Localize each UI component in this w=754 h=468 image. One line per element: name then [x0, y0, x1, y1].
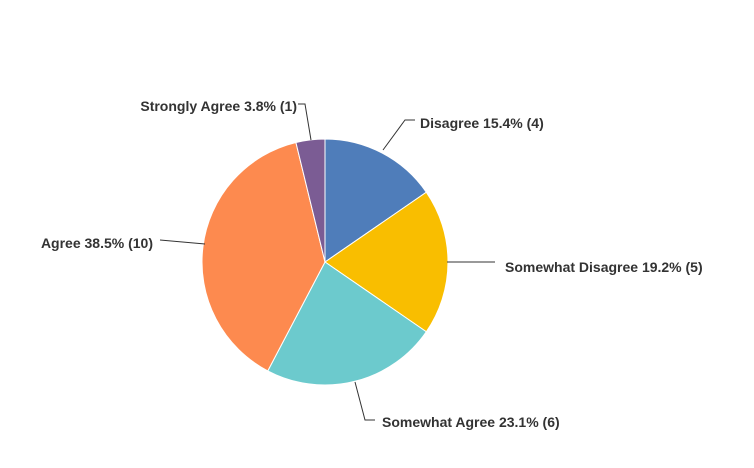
pie-slice-disagree[interactable] [324, 138, 427, 263]
leader-line [159, 239, 206, 245]
pie-slice-somewhat-agree[interactable] [267, 261, 427, 386]
slice-label: Somewhat Disagree 19.2% (5) [505, 259, 703, 275]
pie-slice-agree[interactable] [201, 141, 326, 372]
leader-line [354, 381, 375, 421]
slice-label: Somewhat Agree 23.1% (6) [382, 414, 560, 430]
slice-label: Disagree 15.4% (4) [420, 115, 544, 131]
pie-slice-strongly-agree[interactable] [295, 138, 326, 263]
slice-label: Strongly Agree 3.8% (1) [140, 98, 297, 114]
leader-line [298, 103, 312, 141]
slice-label: Agree 38.5% (10) [41, 235, 153, 251]
leader-line [382, 119, 415, 151]
